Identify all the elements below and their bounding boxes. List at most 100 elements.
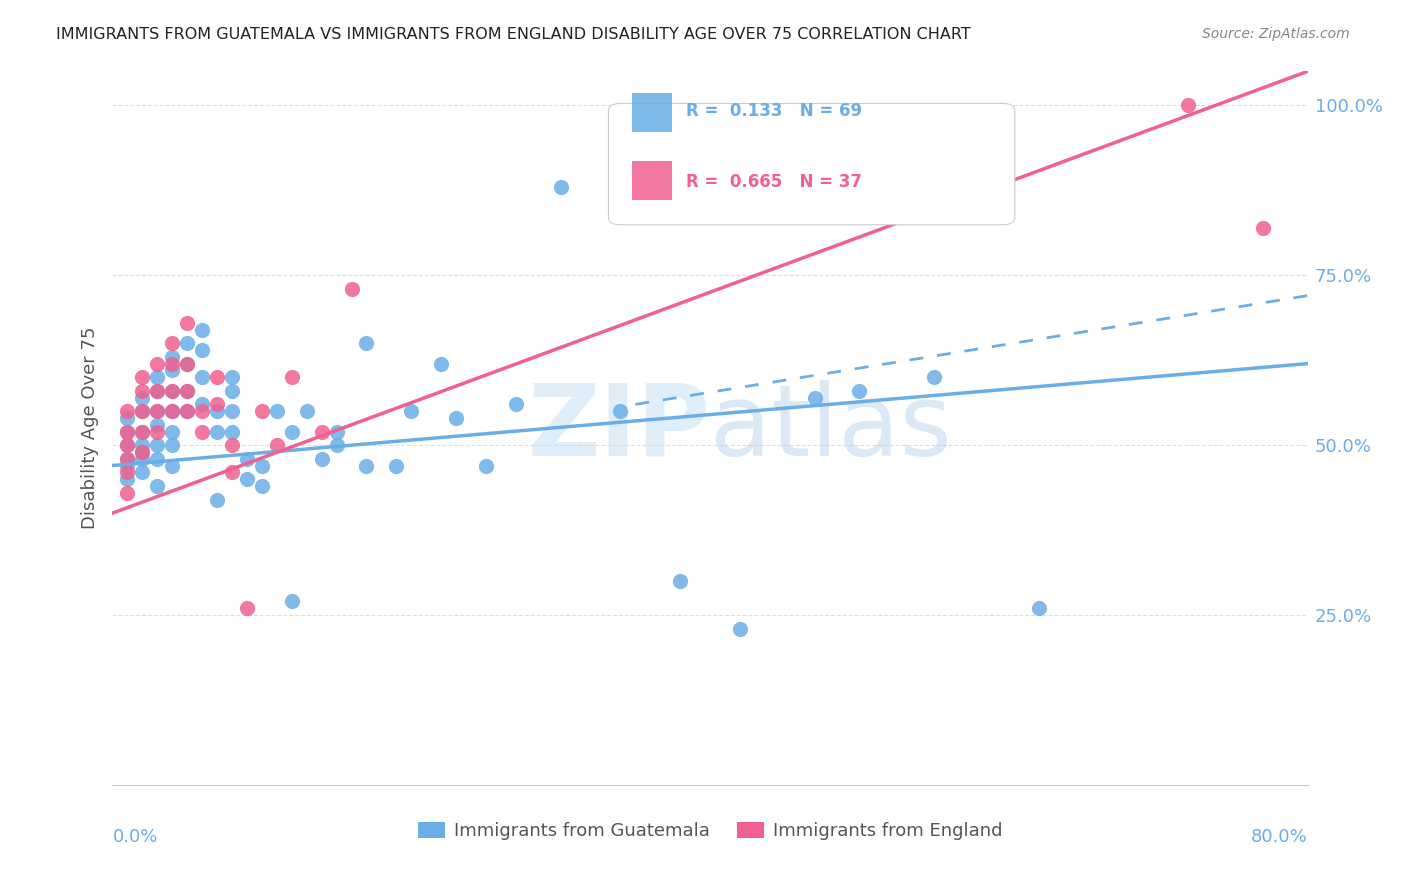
- Point: [162, 384, 183, 398]
- Point: [205, 370, 228, 384]
- Point: [146, 451, 169, 466]
- Point: [131, 438, 153, 452]
- Point: [117, 438, 139, 452]
- Point: [146, 370, 169, 384]
- Point: [117, 438, 139, 452]
- Point: [266, 438, 288, 452]
- Point: [131, 370, 153, 384]
- Point: [131, 404, 153, 418]
- Point: [191, 370, 214, 384]
- Point: [281, 370, 304, 384]
- Text: R =  0.133   N = 69: R = 0.133 N = 69: [686, 102, 862, 120]
- Point: [191, 425, 214, 439]
- Point: [162, 350, 183, 364]
- Point: [191, 404, 214, 418]
- Point: [385, 458, 408, 473]
- Point: [444, 411, 467, 425]
- Point: [117, 451, 139, 466]
- Point: [117, 404, 139, 418]
- Point: [146, 425, 169, 439]
- Text: 80.0%: 80.0%: [1251, 828, 1308, 846]
- Point: [281, 425, 304, 439]
- Point: [1251, 220, 1274, 235]
- Point: [162, 438, 183, 452]
- Point: [505, 397, 527, 411]
- Point: [131, 384, 153, 398]
- Point: [176, 316, 198, 330]
- Point: [176, 384, 198, 398]
- Point: [669, 574, 692, 588]
- Point: [146, 404, 169, 418]
- Point: [221, 404, 243, 418]
- Point: [191, 397, 214, 411]
- Point: [1177, 98, 1199, 112]
- Point: [191, 343, 214, 357]
- Point: [162, 404, 183, 418]
- Point: [550, 180, 572, 194]
- Point: [117, 485, 139, 500]
- Point: [205, 492, 228, 507]
- Point: [146, 404, 169, 418]
- Point: [131, 404, 153, 418]
- Y-axis label: Disability Age Over 75: Disability Age Over 75: [80, 326, 98, 530]
- Point: [311, 425, 333, 439]
- Point: [131, 445, 153, 459]
- Point: [162, 458, 183, 473]
- FancyBboxPatch shape: [609, 103, 1015, 225]
- Point: [191, 323, 214, 337]
- Point: [295, 404, 318, 418]
- Point: [146, 357, 169, 371]
- Point: [311, 451, 333, 466]
- Point: [609, 404, 631, 418]
- Point: [131, 391, 153, 405]
- Point: [117, 425, 139, 439]
- Point: [146, 384, 169, 398]
- Point: [266, 404, 288, 418]
- Point: [221, 384, 243, 398]
- Point: [162, 357, 183, 371]
- Point: [205, 425, 228, 439]
- Point: [221, 438, 243, 452]
- Point: [131, 466, 153, 480]
- Point: [205, 404, 228, 418]
- Text: IMMIGRANTS FROM GUATEMALA VS IMMIGRANTS FROM ENGLAND DISABILITY AGE OVER 75 CORR: IMMIGRANTS FROM GUATEMALA VS IMMIGRANTS …: [56, 27, 972, 42]
- Text: atlas: atlas: [710, 380, 952, 476]
- Point: [176, 404, 198, 418]
- Point: [176, 336, 198, 351]
- Point: [356, 336, 378, 351]
- Point: [146, 438, 169, 452]
- Point: [803, 391, 825, 405]
- Point: [475, 458, 498, 473]
- Point: [281, 594, 304, 608]
- Point: [236, 601, 259, 615]
- Point: [250, 458, 273, 473]
- Point: [848, 384, 870, 398]
- Point: [117, 425, 139, 439]
- Point: [236, 451, 259, 466]
- Point: [356, 458, 378, 473]
- Point: [162, 363, 183, 377]
- Point: [162, 384, 183, 398]
- Point: [325, 425, 347, 439]
- Point: [131, 451, 153, 466]
- Point: [146, 384, 169, 398]
- Point: [117, 458, 139, 473]
- Point: [162, 336, 183, 351]
- Point: [728, 622, 751, 636]
- Point: [162, 425, 183, 439]
- Point: [221, 425, 243, 439]
- Point: [176, 357, 198, 371]
- Legend: Immigrants from Guatemala, Immigrants from England: Immigrants from Guatemala, Immigrants fr…: [411, 814, 1010, 847]
- Point: [430, 357, 453, 371]
- Point: [236, 472, 259, 486]
- Point: [146, 479, 169, 493]
- Point: [131, 425, 153, 439]
- Text: ZIP: ZIP: [527, 380, 710, 476]
- Point: [250, 404, 273, 418]
- Point: [162, 404, 183, 418]
- Point: [221, 466, 243, 480]
- Point: [340, 282, 363, 296]
- Point: [325, 438, 347, 452]
- Point: [146, 417, 169, 432]
- Text: Source: ZipAtlas.com: Source: ZipAtlas.com: [1202, 27, 1350, 41]
